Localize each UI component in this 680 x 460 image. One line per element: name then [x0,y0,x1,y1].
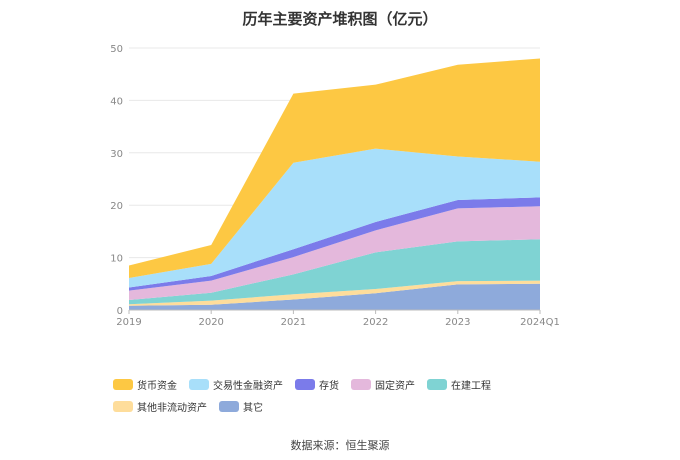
legend-swatch [219,400,239,412]
y-tick-label: 30 [110,149,123,160]
legend-label: 在建工程 [451,380,491,392]
y-tick-label: 10 [110,254,123,265]
y-tick-label: 0 [117,306,123,317]
chart-title: 历年主要资产堆积图（亿元） [242,10,438,28]
y-tick-label: 20 [110,201,123,212]
legend-item[interactable]: 货币资金 [113,377,177,392]
legend-item[interactable]: 存货 [295,377,339,392]
legend-swatch [113,400,133,412]
legend-label: 其它 [243,402,263,414]
legend-item[interactable]: 固定资产 [351,377,415,392]
legend-item[interactable]: 其他非流动资产 [113,399,207,414]
legend-item[interactable]: 交易性金融资产 [189,377,283,392]
x-tick-label: 2022 [363,317,388,328]
x-tick-label: 2024Q1 [520,317,560,328]
legend: 货币资金 交易性金融资产 存货 固定资产 在建工程其他非流动资产 其它 [113,377,593,421]
x-tick-label: 2020 [198,317,223,328]
legend-label: 货币资金 [137,380,177,392]
legend-swatch [427,378,447,390]
area-series-其他非流动资产[interactable] [129,280,540,306]
legend-label: 固定资产 [375,380,415,392]
x-tick-label: 2023 [445,317,470,328]
legend-item[interactable]: 其它 [219,399,263,414]
y-tick-label: 40 [110,96,123,107]
area-series-其它[interactable] [129,283,540,310]
legend-swatch [113,378,133,390]
legend-label: 其他非流动资产 [137,402,207,414]
axes: 0 10 20 30 40 50 2019 2020 2021 2022 2023 2024Q1 [110,44,560,328]
series-areas [129,58,540,310]
area-series-在建工程[interactable] [129,239,540,305]
area-series-存货[interactable] [129,197,540,291]
legend-item[interactable]: 在建工程 [427,377,491,392]
area-series-固定资产[interactable] [129,206,540,301]
legend-swatch [351,378,371,390]
x-tick-label: 2019 [116,317,141,328]
y-tick-label: 50 [110,44,123,55]
area-series-交易性金融资产[interactable] [129,148,540,288]
legend-label: 存货 [319,380,339,392]
x-tick-label: 2021 [281,317,306,328]
area-series-货币资金[interactable] [129,58,540,279]
data-source: 数据来源：恒生聚源 [290,439,390,452]
legend-label: 交易性金融资产 [213,380,283,392]
legend-swatch [295,378,315,390]
legend-swatch [189,378,209,390]
